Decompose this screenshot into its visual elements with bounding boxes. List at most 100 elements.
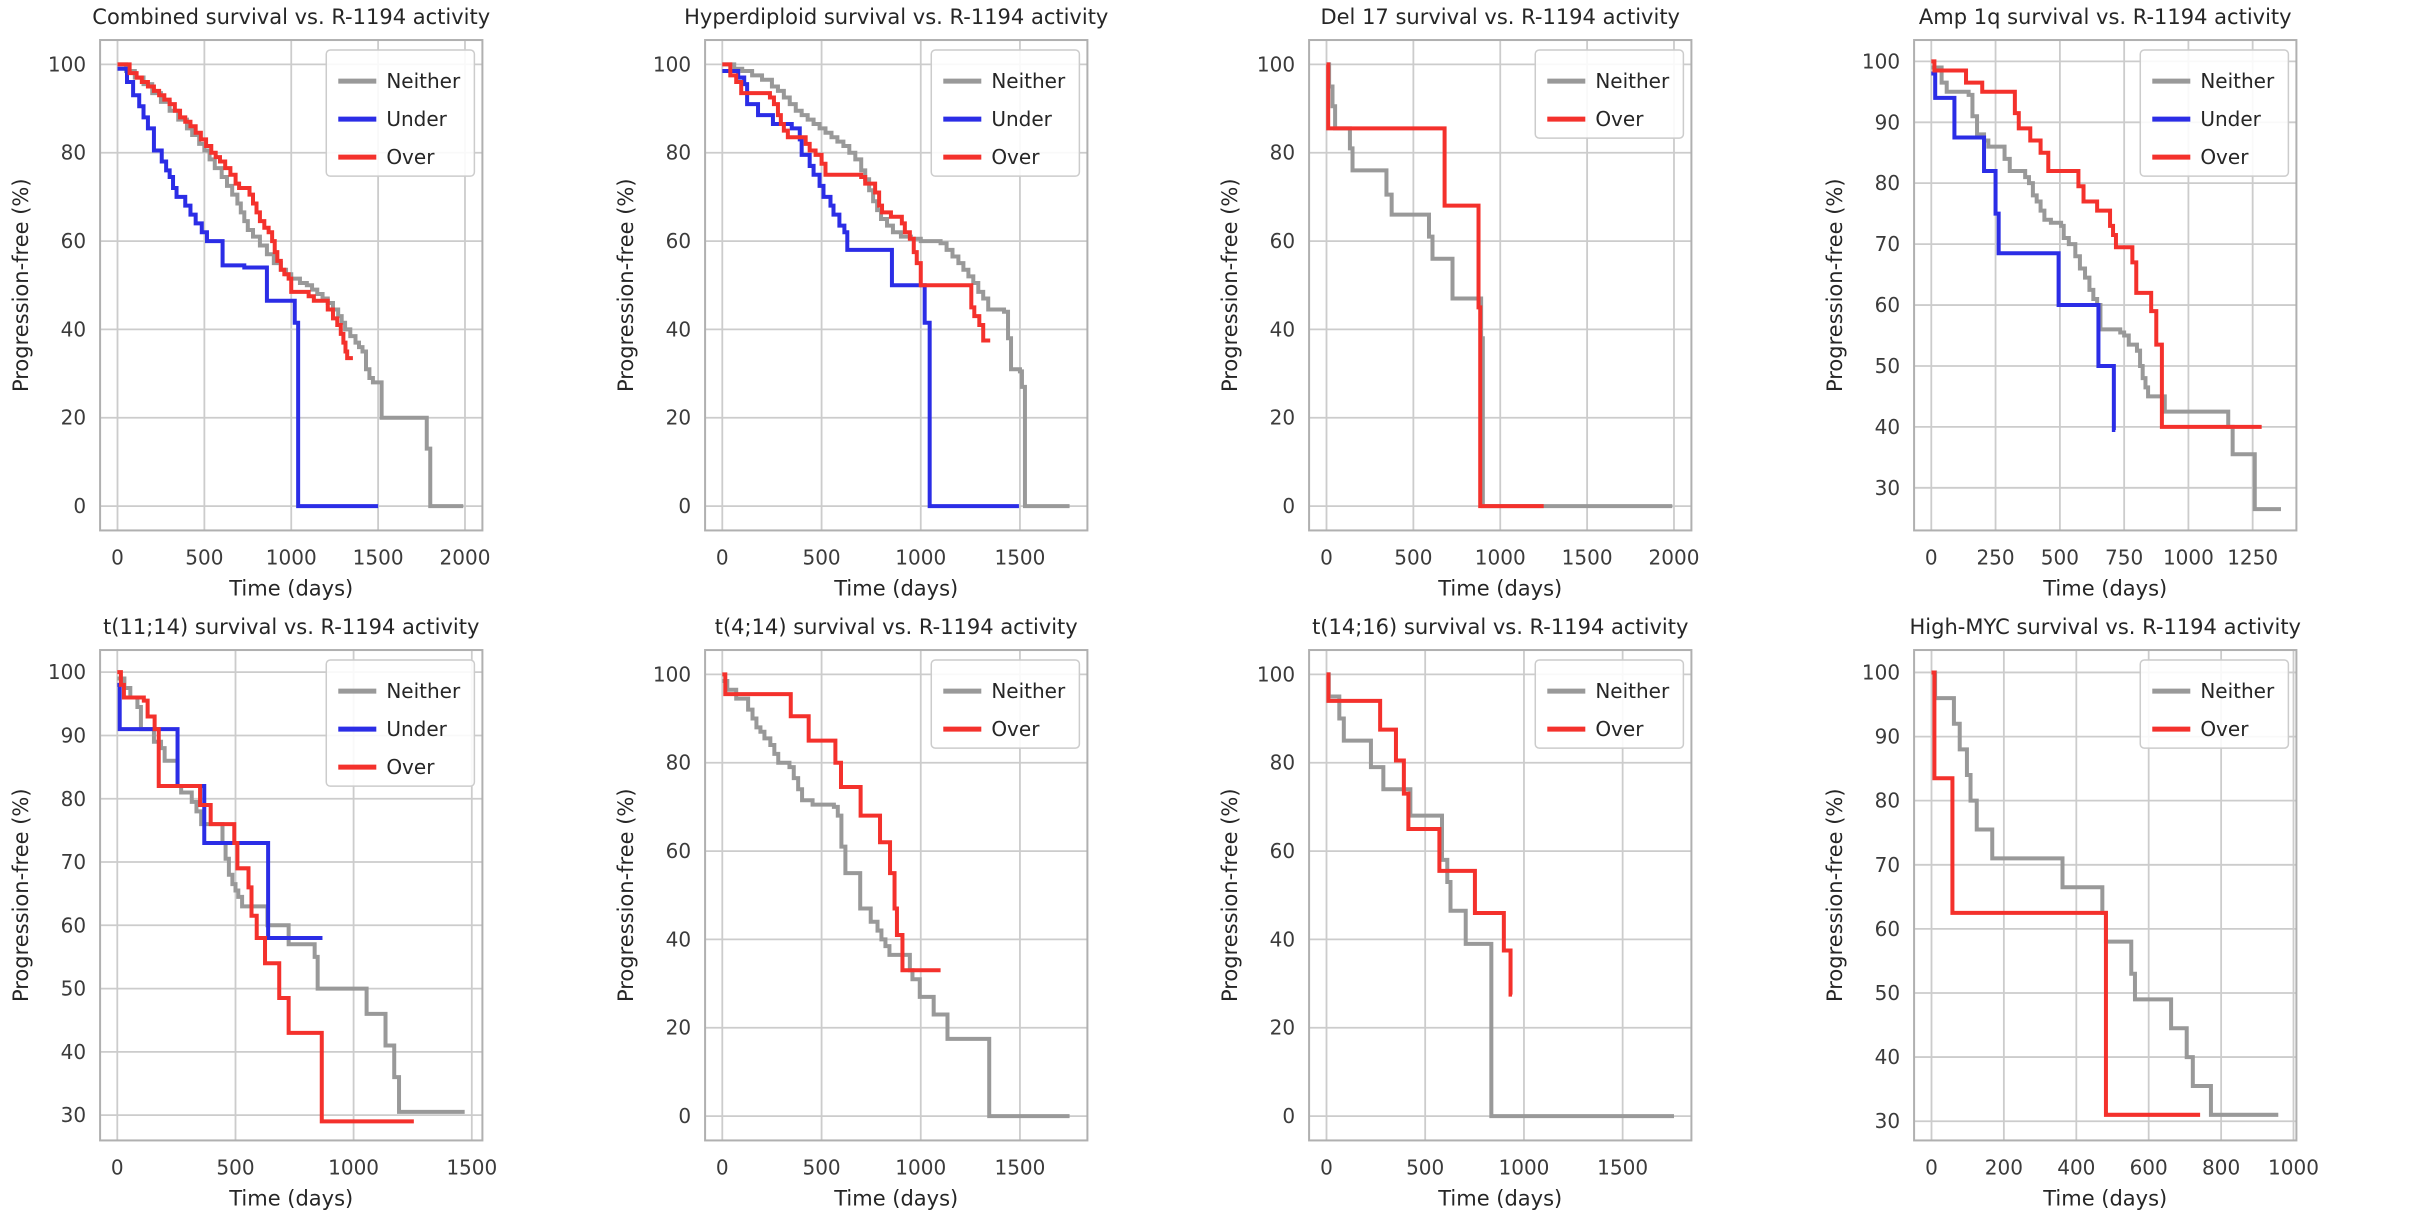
km-curve-under bbox=[117, 684, 322, 937]
x-tick-label: 200 bbox=[1984, 1155, 2022, 1179]
y-tick-label: 100 bbox=[48, 660, 86, 684]
y-tick-label: 0 bbox=[1282, 494, 1295, 518]
km-curve-over bbox=[117, 64, 352, 358]
x-tick-label: 250 bbox=[1976, 545, 2014, 569]
legend-label-over: Over bbox=[2200, 717, 2249, 741]
y-tick-label: 80 bbox=[1874, 788, 1899, 812]
y-tick-label: 100 bbox=[48, 52, 86, 76]
legend-label-over: Over bbox=[991, 717, 1040, 741]
y-tick-label: 60 bbox=[1874, 293, 1899, 317]
x-tick-label: 0 bbox=[715, 545, 728, 569]
y-axis-label: Progression-free (%) bbox=[8, 788, 33, 1002]
x-tick-label: 0 bbox=[715, 1155, 728, 1179]
x-tick-label: 1000 bbox=[2268, 1155, 2319, 1179]
x-tick-label: 400 bbox=[2057, 1155, 2095, 1179]
y-tick-label: 80 bbox=[665, 750, 690, 774]
legend-label-neither: Neither bbox=[1595, 69, 1670, 93]
x-tick-label: 1000 bbox=[895, 545, 946, 569]
y-tick-label: 100 bbox=[652, 52, 690, 76]
y-tick-label: 70 bbox=[1874, 232, 1899, 256]
y-tick-label: 40 bbox=[61, 317, 86, 341]
chart-title: Amp 1q survival vs. R-1194 activity bbox=[1918, 4, 2291, 29]
x-tick-label: 0 bbox=[1925, 1155, 1938, 1179]
x-tick-label: 1500 bbox=[353, 545, 404, 569]
x-tick-label: 500 bbox=[185, 545, 223, 569]
x-tick-label: 2000 bbox=[440, 545, 491, 569]
y-tick-label: 80 bbox=[1874, 171, 1899, 195]
x-tick-label: 1000 bbox=[1475, 545, 1526, 569]
x-tick-label: 1500 bbox=[1597, 1155, 1648, 1179]
x-tick-label: 500 bbox=[802, 545, 840, 569]
y-tick-label: 100 bbox=[652, 662, 690, 686]
y-tick-label: 60 bbox=[1270, 839, 1295, 863]
x-axis-label: Time (days) bbox=[833, 575, 958, 600]
y-tick-label: 50 bbox=[1874, 354, 1899, 378]
legend-label-neither: Neither bbox=[1595, 679, 1670, 703]
y-tick-label: 0 bbox=[73, 494, 86, 518]
chart-title: t(14;16) survival vs. R-1194 activity bbox=[1312, 614, 1688, 639]
y-axis-label: Progression-free (%) bbox=[613, 178, 638, 392]
chart-title: Combined survival vs. R-1194 activity bbox=[92, 4, 490, 29]
y-tick-label: 60 bbox=[61, 229, 86, 253]
x-tick-label: 500 bbox=[1394, 545, 1432, 569]
legend-label-neither: Neither bbox=[386, 679, 461, 703]
y-tick-label: 60 bbox=[665, 839, 690, 863]
y-tick-label: 80 bbox=[665, 141, 690, 165]
y-tick-label: 80 bbox=[61, 786, 86, 810]
x-tick-label: 0 bbox=[111, 1155, 124, 1179]
y-tick-label: 100 bbox=[1861, 660, 1899, 684]
y-tick-label: 60 bbox=[1270, 229, 1295, 253]
x-tick-label: 600 bbox=[2129, 1155, 2167, 1179]
legend-label-under: Under bbox=[991, 107, 1052, 131]
y-axis-label: Progression-free (%) bbox=[1822, 788, 1847, 1002]
y-tick-label: 40 bbox=[665, 317, 690, 341]
y-tick-label: 100 bbox=[1257, 52, 1295, 76]
x-axis-label: Time (days) bbox=[228, 575, 353, 600]
chart-title: High-MYC survival vs. R-1194 activity bbox=[1909, 614, 2301, 639]
y-tick-label: 20 bbox=[665, 406, 690, 430]
y-tick-label: 50 bbox=[61, 976, 86, 1000]
y-tick-label: 0 bbox=[1282, 1104, 1295, 1128]
x-axis-label: Time (days) bbox=[1437, 575, 1562, 600]
x-axis-label: Time (days) bbox=[228, 1185, 353, 1210]
y-tick-label: 60 bbox=[1874, 916, 1899, 940]
chart-title: t(4;14) survival vs. R-1194 activity bbox=[714, 614, 1077, 639]
legend-label-over: Over bbox=[1595, 717, 1644, 741]
legend-label-under: Under bbox=[386, 107, 447, 131]
km-curve-over bbox=[1326, 674, 1512, 994]
x-tick-label: 1000 bbox=[328, 1155, 379, 1179]
y-tick-label: 0 bbox=[678, 494, 691, 518]
x-axis-label: Time (days) bbox=[833, 1185, 958, 1210]
y-tick-label: 20 bbox=[665, 1015, 690, 1039]
legend-label-over: Over bbox=[2200, 145, 2249, 169]
legend-label-neither: Neither bbox=[2200, 69, 2275, 93]
y-tick-label: 40 bbox=[1270, 927, 1295, 951]
y-tick-label: 40 bbox=[1874, 415, 1899, 439]
y-tick-label: 80 bbox=[1270, 141, 1295, 165]
y-tick-label: 80 bbox=[1270, 750, 1295, 774]
x-tick-label: 0 bbox=[1320, 545, 1333, 569]
x-tick-label: 1000 bbox=[1499, 1155, 1550, 1179]
y-tick-label: 40 bbox=[61, 1039, 86, 1063]
x-tick-label: 1500 bbox=[1562, 545, 1613, 569]
x-tick-label: 1500 bbox=[446, 1155, 497, 1179]
x-tick-label: 1000 bbox=[895, 1155, 946, 1179]
y-tick-label: 20 bbox=[61, 406, 86, 430]
legend: Neither Over bbox=[1535, 660, 1683, 748]
y-tick-label: 90 bbox=[61, 723, 86, 747]
y-tick-label: 90 bbox=[1874, 110, 1899, 134]
